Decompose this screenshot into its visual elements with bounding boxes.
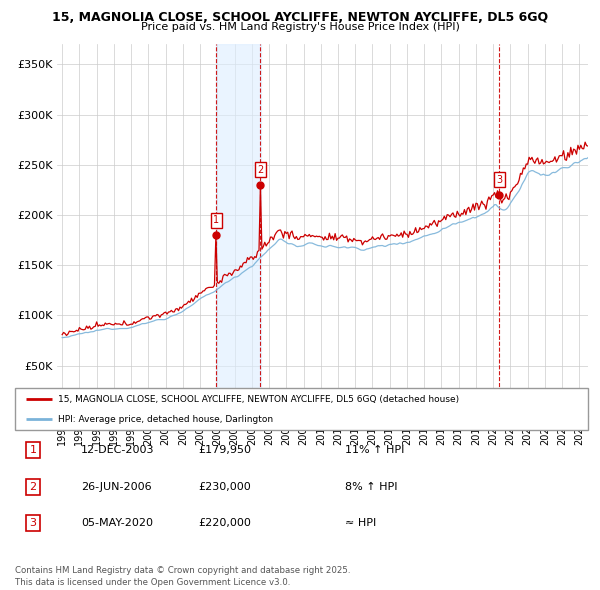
Text: 3: 3 [496, 175, 502, 185]
Text: £230,000: £230,000 [198, 482, 251, 491]
Bar [215, 44, 261, 416]
Text: 15, MAGNOLIA CLOSE, SCHOOL AYCLIFFE, NEWTON AYCLIFFE, DL5 6GQ (detached house): 15, MAGNOLIA CLOSE, SCHOOL AYCLIFFE, NEW… [58, 395, 459, 404]
Text: 26-JUN-2006: 26-JUN-2006 [81, 482, 152, 491]
Text: £179,950: £179,950 [198, 445, 251, 455]
Text: £220,000: £220,000 [198, 519, 251, 528]
Text: 8% ↑ HPI: 8% ↑ HPI [345, 482, 398, 491]
FancyBboxPatch shape [15, 388, 588, 430]
Text: 15, MAGNOLIA CLOSE, SCHOOL AYCLIFFE, NEWTON AYCLIFFE, DL5 6GQ: 15, MAGNOLIA CLOSE, SCHOOL AYCLIFFE, NEW… [52, 11, 548, 24]
Text: 1: 1 [214, 215, 220, 225]
Text: HPI: Average price, detached house, Darlington: HPI: Average price, detached house, Darl… [58, 415, 273, 424]
Text: 11% ↑ HPI: 11% ↑ HPI [345, 445, 404, 455]
Text: ≈ HPI: ≈ HPI [345, 519, 376, 528]
Text: Price paid vs. HM Land Registry's House Price Index (HPI): Price paid vs. HM Land Registry's House … [140, 22, 460, 32]
Text: 12-DEC-2003: 12-DEC-2003 [81, 445, 155, 455]
Text: 3: 3 [29, 519, 37, 528]
Text: 2: 2 [257, 165, 263, 175]
Text: 1: 1 [29, 445, 37, 455]
Text: 2: 2 [29, 482, 37, 491]
Text: 05-MAY-2020: 05-MAY-2020 [81, 519, 153, 528]
Text: Contains HM Land Registry data © Crown copyright and database right 2025.
This d: Contains HM Land Registry data © Crown c… [15, 566, 350, 587]
